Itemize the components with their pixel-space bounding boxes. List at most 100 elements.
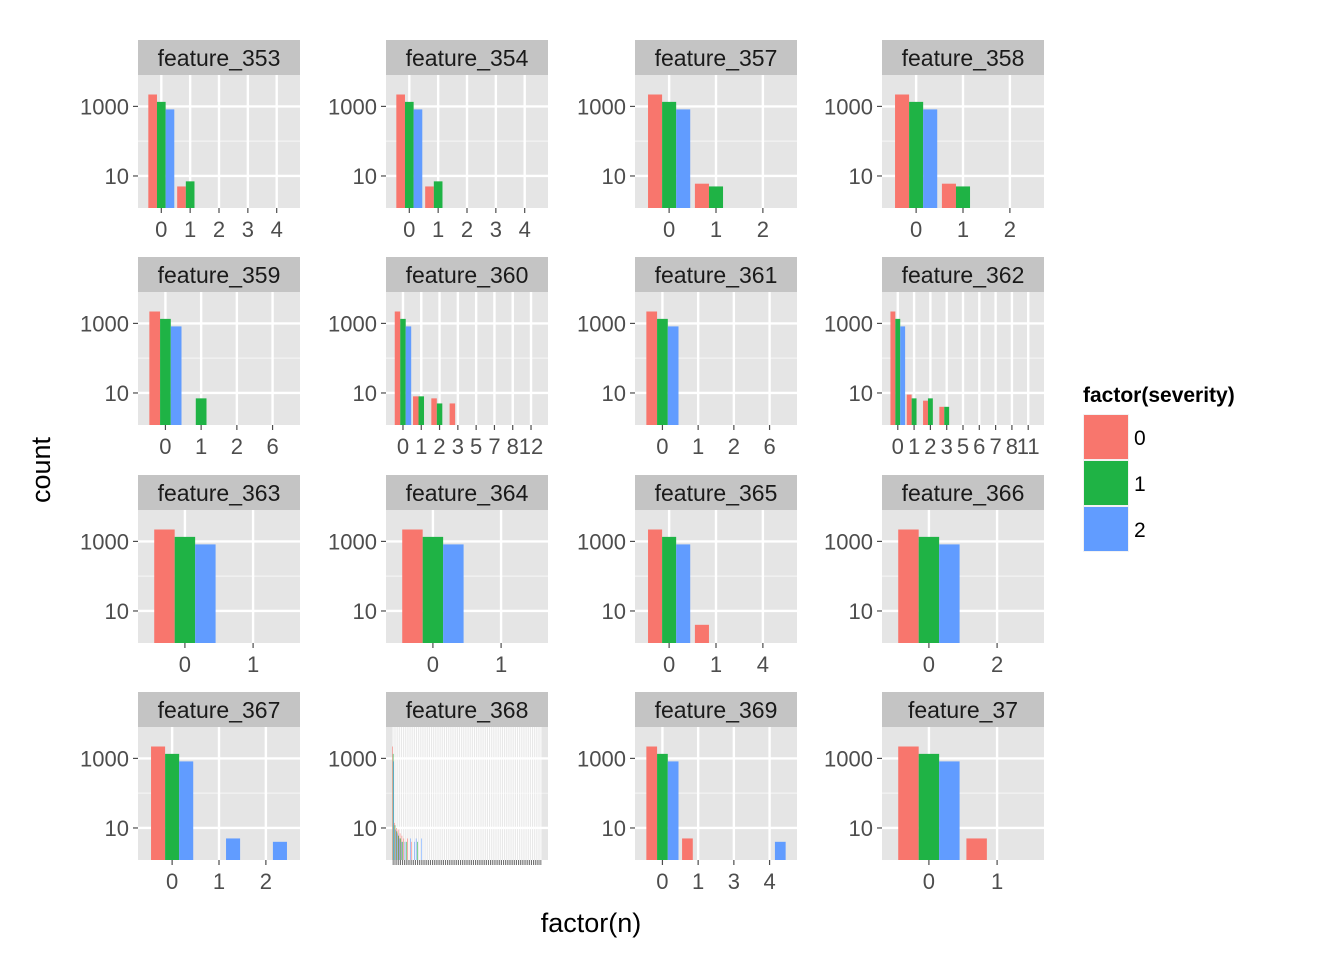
y-tick-label: 10	[849, 164, 873, 189]
facet-strip	[882, 475, 1044, 510]
bar	[667, 326, 679, 425]
facet-title: feature_354	[406, 45, 529, 71]
y-tick-label: 1000	[577, 529, 626, 554]
bar	[923, 400, 928, 425]
bar	[939, 544, 960, 643]
bar	[399, 838, 400, 860]
x-tick-label: 1	[692, 869, 704, 894]
bar	[966, 838, 987, 860]
facet-strip	[882, 692, 1044, 727]
x-tick-label: 2	[1004, 217, 1016, 242]
x-tick-label: 1	[247, 652, 259, 677]
facet-strip	[386, 692, 548, 727]
x-tick-label: 1	[432, 217, 444, 242]
x-tick-label: 5	[470, 434, 482, 459]
x-tick-label: 0	[663, 217, 675, 242]
bar	[400, 318, 406, 425]
bar	[397, 829, 399, 860]
x-tick-label: 0	[179, 652, 191, 677]
bar	[179, 761, 194, 860]
bar	[413, 396, 419, 425]
x-tick-label: 0	[656, 869, 668, 894]
facet-title: feature_360	[406, 262, 529, 288]
facet-title: feature_366	[902, 480, 1025, 506]
bar	[400, 838, 401, 860]
x-tick-label: 0	[159, 434, 171, 459]
y-tick-label: 1000	[824, 94, 873, 119]
y-tick-label: 1000	[824, 746, 873, 771]
bar	[404, 841, 406, 860]
facet-title: feature_369	[655, 697, 778, 723]
bar	[195, 544, 216, 643]
bar	[421, 838, 423, 860]
bar	[667, 761, 679, 860]
x-tick-label: 1	[710, 652, 722, 677]
bar	[149, 311, 161, 425]
y-tick-label: 10	[849, 599, 873, 624]
x-tick-label: 1	[495, 652, 507, 677]
legend-label: 2	[1134, 519, 1146, 542]
bar	[402, 529, 423, 643]
facet-panel: feature_359 10 1000 0 1 2 6	[80, 257, 300, 459]
facet-panel: feature_367 10 1000 0 1 2	[80, 692, 300, 894]
legend: factor(severity) 0 1 2	[1083, 384, 1235, 552]
y-tick-label: 1000	[824, 529, 873, 554]
bar	[898, 746, 919, 860]
x-tick-label: 3	[242, 217, 254, 242]
facet-strip	[138, 692, 300, 727]
facet-panel: feature_362 10 1000 0 1 2 3 5 6 7 811	[824, 257, 1044, 459]
facet-panel: feature_365 10 1000 0 1 4	[577, 475, 797, 677]
bar	[413, 109, 423, 208]
bar	[398, 835, 400, 860]
y-tick-label: 10	[602, 599, 626, 624]
bar	[774, 841, 786, 860]
facet-strip	[386, 475, 548, 510]
facet-title: feature_363	[158, 480, 281, 506]
facet-panel: feature_363 10 1000 0 1	[80, 475, 300, 677]
x-tick-label: 8	[1006, 434, 1018, 459]
bar	[939, 761, 960, 860]
bar	[906, 394, 912, 425]
bar	[694, 183, 709, 208]
bar	[151, 746, 166, 860]
bar	[403, 838, 405, 860]
x-tick-label: 0	[910, 217, 922, 242]
facet-strip	[882, 40, 1044, 75]
bar	[895, 94, 910, 208]
bar	[407, 838, 408, 860]
x-tick-label: 7	[488, 434, 500, 459]
legend-label: 0	[1134, 427, 1146, 450]
x-tick-label: 7	[989, 434, 1001, 459]
y-tick-label: 10	[602, 816, 626, 841]
y-tick-label: 10	[105, 164, 129, 189]
x-tick-label: 1	[710, 217, 722, 242]
bar	[394, 311, 401, 425]
x-tick-label: 4	[271, 217, 283, 242]
y-tick-label: 10	[353, 599, 377, 624]
bar	[927, 398, 933, 425]
bar	[394, 822, 395, 860]
bar	[395, 829, 396, 860]
x-tick-label: 0	[166, 869, 178, 894]
bar	[170, 326, 182, 425]
facet-title: feature_364	[406, 480, 529, 506]
facet-panel: feature_353 10 1000 0 1 2 3 4	[80, 40, 300, 242]
facet-title: feature_357	[655, 45, 778, 71]
facet-panel: feature_369 10 1000 0 1 3 4	[577, 692, 797, 894]
facet-strip	[635, 257, 797, 292]
x-tick-label: 0	[923, 869, 935, 894]
y-tick-label: 10	[353, 816, 377, 841]
x-tick-label: 8	[507, 434, 519, 459]
bar	[417, 841, 418, 860]
bar	[422, 536, 444, 643]
bar	[405, 841, 407, 860]
x-tick-label: 3	[941, 434, 953, 459]
bar	[923, 109, 938, 208]
bar	[436, 403, 443, 425]
bar	[890, 311, 896, 425]
facet-title: feature_368	[406, 697, 529, 723]
x-tick-label: 5	[957, 434, 969, 459]
bar	[413, 841, 415, 860]
